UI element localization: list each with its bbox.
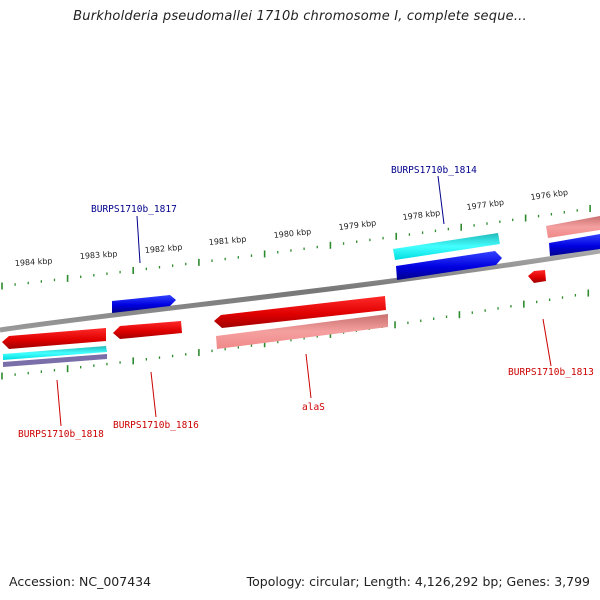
- gene-burps1710b-1814[interactable]: [396, 251, 502, 280]
- leader-1818: [56, 379, 62, 427]
- inner-tick-row: [1, 289, 590, 380]
- tick-label: 1978 kbp: [402, 208, 441, 222]
- reverse-strand-genes: [2, 270, 546, 367]
- tick-label: 1980 kbp: [273, 227, 311, 240]
- gene-label-alas[interactable]: alaS: [302, 402, 325, 413]
- tick-label: 1984 kbp: [15, 256, 53, 268]
- gene-alas-light[interactable]: [216, 314, 388, 349]
- leader-1816: [150, 371, 157, 418]
- gene-burps1710b-1814-light[interactable]: [393, 233, 500, 260]
- forward-strand-genes: [112, 216, 600, 313]
- label-leaders: [56, 175, 552, 427]
- leader-1817: [136, 215, 141, 264]
- kbp-scale-labels: 1984 kbp 1983 kbp 1982 kbp 1981 kbp 1980…: [15, 188, 569, 268]
- gene-label-1813[interactable]: BURPS1710b_1813: [508, 367, 594, 378]
- tick-label: 1977 kbp: [466, 198, 505, 212]
- tick-label: 1979 kbp: [338, 218, 377, 232]
- gene-burps1710b-1816[interactable]: [113, 321, 182, 339]
- chromosome-backbone: [0, 248, 600, 333]
- gene-burps1710b-1818-cyan[interactable]: [3, 346, 107, 360]
- gene-right-forward-a[interactable]: [546, 216, 600, 238]
- gene-alas[interactable]: [214, 296, 386, 328]
- tick-label: 1982 kbp: [144, 243, 182, 255]
- gene-burps1710b-1817[interactable]: [112, 295, 176, 313]
- map-title: Burkholderia pseudomallei 1710b chromoso…: [73, 9, 527, 24]
- tick-label: 1976 kbp: [530, 188, 569, 202]
- gene-label-1818[interactable]: BURPS1710b_1818: [18, 429, 104, 440]
- gene-label-1814[interactable]: BURPS1710b_1814: [391, 165, 477, 176]
- outer-tick-row: [1, 204, 591, 290]
- tick-label: 1981 kbp: [208, 235, 246, 247]
- leader-1814: [437, 175, 445, 225]
- gene-burps1710b-1818-purple[interactable]: [3, 354, 107, 367]
- gene-label-1816[interactable]: BURPS1710b_1816: [113, 420, 199, 431]
- gene-burps1710b-1813[interactable]: [528, 270, 546, 283]
- leader-1813: [542, 318, 552, 367]
- gene-burps1710b-1818[interactable]: [2, 328, 106, 349]
- leader-alas: [305, 353, 312, 399]
- genome-summary-text: Topology: circular; Length: 4,126,292 bp…: [246, 574, 590, 589]
- gene-right-forward-b[interactable]: [549, 234, 600, 256]
- accession-text: Accession: NC_007434: [9, 574, 152, 589]
- tick-label: 1983 kbp: [80, 249, 118, 261]
- gene-labels: BURPS1710b_1817 BURPS1710b_1814 BURPS171…: [18, 165, 594, 440]
- gene-label-1817[interactable]: BURPS1710b_1817: [91, 204, 177, 215]
